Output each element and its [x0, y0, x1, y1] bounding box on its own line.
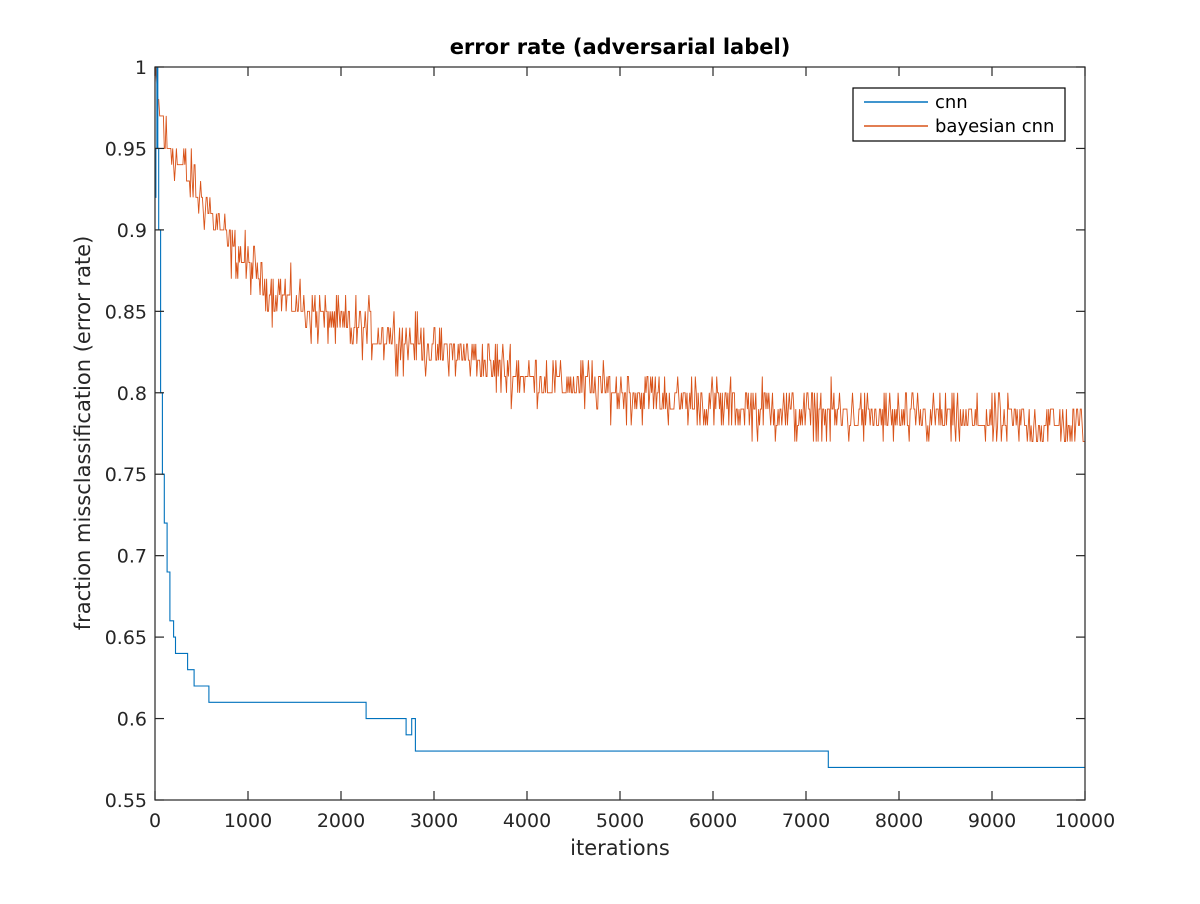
- y-tick-label: 0.8: [117, 383, 147, 405]
- x-tick-label: 4000: [503, 810, 551, 832]
- y-tick-label: 0.95: [105, 138, 147, 160]
- x-tick-label: 10000: [1055, 810, 1115, 832]
- x-tick-label: 6000: [689, 810, 737, 832]
- legend: cnn bayesian cnn: [852, 87, 1066, 142]
- y-tick-label: 0.55: [105, 790, 147, 812]
- series-bayesian-cnn-line: [154, 66, 1085, 443]
- x-tick-label: 3000: [410, 810, 458, 832]
- x-tick-label: 9000: [968, 810, 1016, 832]
- x-tick-label: 2000: [317, 810, 365, 832]
- tick-layer: 0 1000 2000 3000 4000 5000 6000 7000 8000 9000 100…: [105, 57, 1116, 832]
- legend-label-bayesian-cnn: bayesian cnn: [935, 116, 1054, 137]
- legend-box: [852, 87, 1066, 142]
- plot-area: [155, 67, 1085, 800]
- x-tick-label: 7000: [782, 810, 830, 832]
- y-tick-label: 0.75: [105, 464, 147, 486]
- y-tick-label: 1: [135, 57, 147, 79]
- x-tick-label: 1000: [224, 810, 272, 832]
- x-tick-label: 8000: [875, 810, 923, 832]
- y-axis-label: fraction missclassification (error rate): [71, 236, 95, 631]
- y-tick-label: 0.7: [117, 546, 147, 568]
- y-tick-label: 0.6: [117, 709, 147, 731]
- chart-title: error rate (adversarial label): [450, 35, 791, 59]
- legend-label-cnn: cnn: [935, 92, 968, 113]
- x-tick-label: 0: [149, 810, 161, 832]
- y-tick-label: 0.85: [105, 301, 147, 323]
- x-tick-label: 5000: [596, 810, 644, 832]
- y-tick-label: 0.65: [105, 627, 147, 649]
- y-tick-label: 0.9: [117, 220, 147, 242]
- x-axis-label: iterations: [570, 836, 670, 860]
